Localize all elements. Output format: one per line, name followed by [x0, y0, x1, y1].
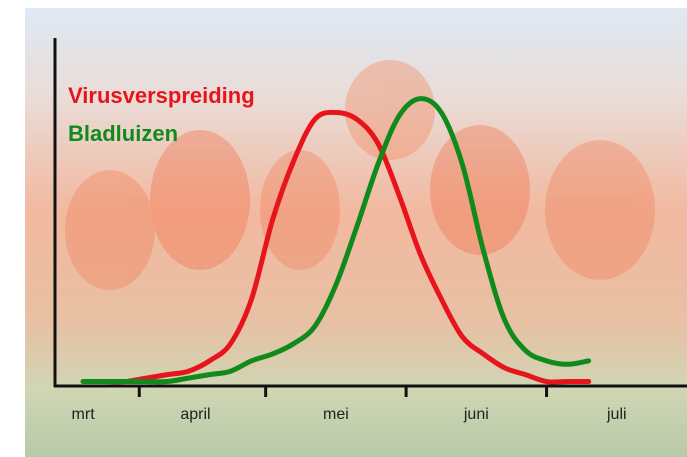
- x-tick-label: april: [180, 406, 210, 423]
- chart: Virusverspreiding Bladluizen mrt april mei…: [0, 0, 687, 457]
- x-tick-label: juni: [463, 406, 489, 423]
- x-tick-label: mei: [323, 406, 349, 423]
- legend-entry: Virusverspreiding: [68, 83, 255, 108]
- x-tick-label: juli: [606, 406, 627, 423]
- legend-entry: Bladluizen: [68, 121, 178, 146]
- x-tick-label: mrt: [72, 406, 96, 423]
